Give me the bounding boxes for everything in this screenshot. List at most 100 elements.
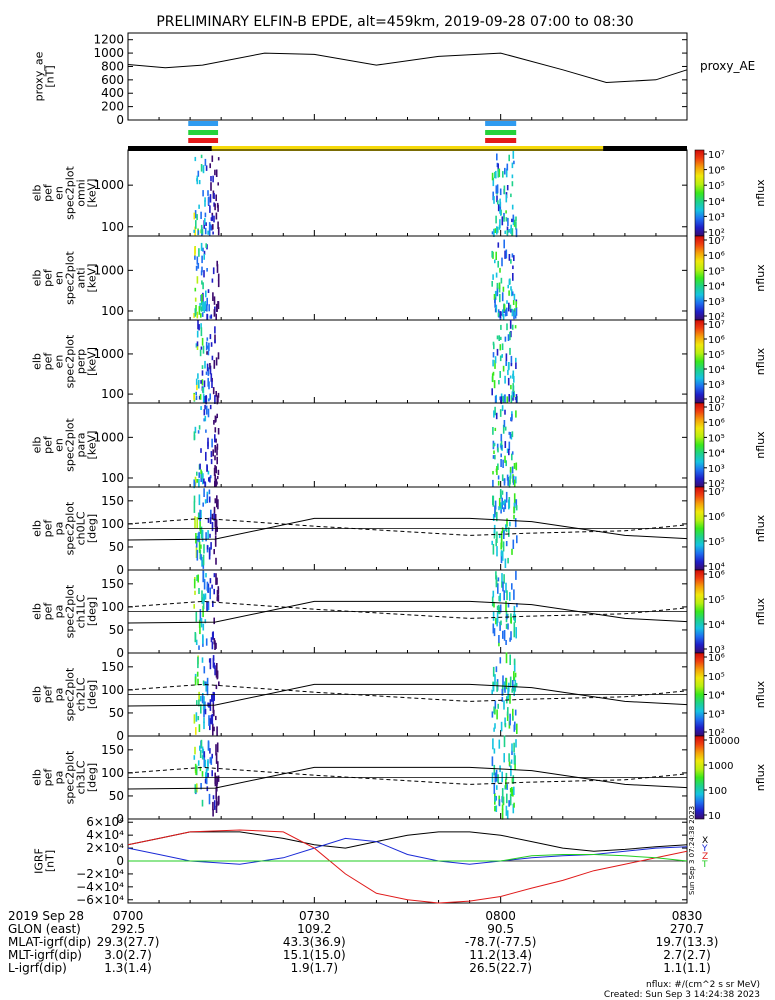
ylabel-line: spec2plot — [64, 750, 77, 804]
spectrogram-cell — [217, 428, 220, 435]
spectrogram-cell — [199, 349, 202, 357]
spectrogram-cell — [501, 551, 504, 561]
spectrogram-cell — [200, 242, 203, 251]
spectrogram-cell — [217, 594, 220, 602]
spectrogram-cell — [515, 682, 518, 688]
spectrogram-cell — [215, 788, 217, 800]
spectrogram-cell — [202, 570, 204, 583]
ylabel-line: elb — [31, 520, 44, 537]
spectrogram-cell — [194, 308, 197, 317]
spectrogram-cell — [200, 448, 202, 453]
spectrogram-cell — [516, 603, 518, 608]
spectrogram-cell — [201, 294, 203, 302]
spectrogram-cell — [205, 222, 207, 226]
spectrogram-cell — [199, 750, 202, 758]
spectrogram-cell — [492, 427, 494, 435]
spectrogram-cell — [196, 575, 198, 581]
spectrogram-cell — [204, 360, 206, 369]
spectrogram-cell — [204, 778, 207, 784]
spectrogram-cell — [498, 799, 501, 807]
spectrogram-cell — [493, 783, 496, 794]
spectrogram-cell — [492, 738, 494, 750]
spectrogram-cell — [514, 755, 516, 765]
y-tick-label: 50 — [109, 789, 124, 803]
spectrogram-cell — [510, 259, 512, 264]
spectrogram-cell — [211, 155, 214, 162]
spectrogram-cell — [500, 620, 502, 626]
spectrogram-cell — [202, 345, 205, 354]
spectrogram-cell — [509, 713, 511, 726]
spectrogram-cell — [496, 605, 499, 610]
spectrogram-cell — [508, 449, 510, 456]
spectrogram-cell — [500, 539, 503, 548]
spectrogram-cell — [210, 459, 213, 465]
spectrogram-cell — [512, 716, 514, 721]
spectrogram-cell — [200, 380, 202, 384]
spectrogram-cell — [504, 167, 506, 175]
spectrogram-cell — [206, 786, 209, 792]
spectrogram-cell — [515, 499, 518, 508]
spectrogram-cell — [204, 227, 207, 235]
spectrogram-cell — [202, 190, 204, 197]
spectrogram-cell — [211, 770, 213, 777]
spectrogram-cell — [196, 549, 199, 561]
spectrogram-cell — [217, 273, 220, 282]
spectrogram-cell — [201, 337, 204, 346]
spectrogram-cell — [204, 415, 207, 422]
colorbar-tick-label: 10⁷ — [708, 236, 725, 247]
footer-row-value: 90.5 — [487, 922, 514, 936]
spectrogram-cell — [198, 494, 201, 506]
spectrogram-cell — [503, 239, 505, 249]
spectrogram-cell — [501, 697, 504, 702]
ylabel-line: [keV] — [86, 347, 99, 376]
footer-row-value: 29.3(27.7) — [97, 935, 160, 949]
spectrogram-cell — [501, 257, 503, 267]
spectrogram-cell — [209, 393, 211, 400]
spectrogram-cell — [509, 432, 512, 439]
spectrogram-cell — [217, 469, 220, 476]
spectrogram-cell — [492, 371, 495, 376]
spectrogram-cell — [215, 313, 217, 321]
ylabel-line: perp — [75, 349, 88, 374]
spectrogram-cell — [495, 272, 498, 278]
spectrogram-cell — [217, 221, 219, 229]
spectrogram-cell — [499, 311, 502, 318]
spectrogram-cell — [198, 645, 200, 650]
spectrogram-cell — [495, 304, 498, 313]
spectrogram-cell — [208, 398, 210, 402]
ylabel-line: spec2plot — [64, 334, 77, 388]
spectrogram-cell — [492, 191, 494, 201]
spectrogram-cell — [202, 554, 205, 566]
spectrogram-cell — [496, 617, 498, 627]
ylabel-line: [deg] — [86, 597, 99, 626]
science-zone-bar — [485, 138, 517, 143]
colorbar — [694, 149, 705, 237]
spectrogram-cell — [213, 513, 215, 521]
spectrogram-cell — [506, 810, 509, 819]
ylabel-line: elb — [31, 603, 44, 620]
colorbar-label: nflux — [754, 264, 767, 292]
spectrogram-cell — [505, 805, 508, 816]
spectrogram-cell — [512, 708, 514, 721]
spectrogram-cell — [195, 378, 198, 385]
spectrogram-cell — [507, 217, 509, 226]
ylabel-line: pef — [42, 435, 55, 454]
spectrogram-cell — [494, 356, 497, 364]
spectrogram-cell — [502, 396, 504, 403]
ylabel-line: elb — [31, 270, 44, 287]
y-tick-label: 50 — [109, 706, 124, 720]
spectrogram-cell — [206, 494, 209, 503]
spectrogram-cell — [506, 518, 508, 527]
spectrogram-cell — [198, 691, 200, 702]
spectrogram-cell — [505, 168, 508, 178]
spectrogram-cell — [210, 509, 212, 519]
spectrogram-cell — [501, 527, 504, 533]
spectrogram-cell — [216, 476, 219, 480]
spectrogram-cell — [510, 228, 512, 234]
spectrogram-cell — [216, 596, 219, 602]
spectrogram-cell — [200, 544, 202, 549]
spectrogram-cell — [495, 618, 497, 625]
spectrogram-cell — [494, 427, 497, 431]
spectrogram-cell — [494, 723, 496, 729]
spectrogram-cell — [502, 424, 505, 434]
